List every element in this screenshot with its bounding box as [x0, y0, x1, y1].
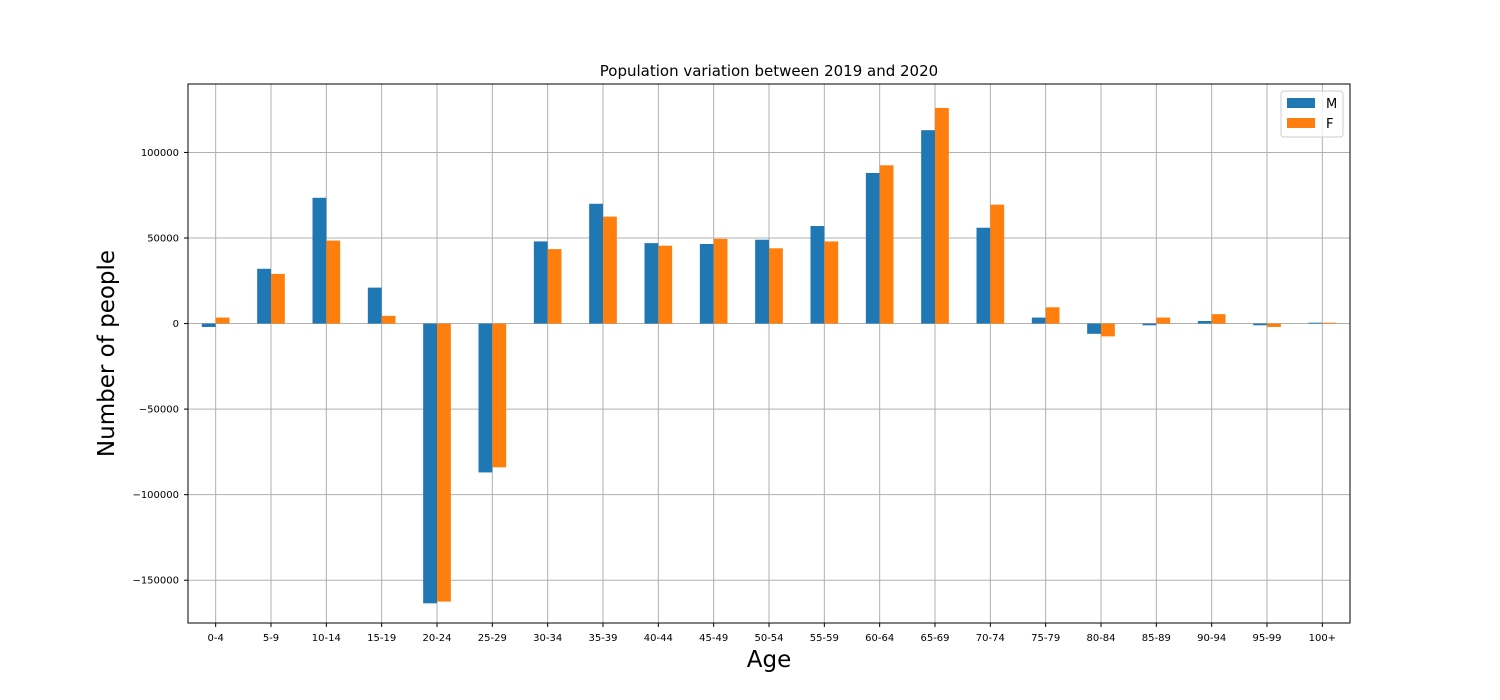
bar-f: [547, 249, 562, 324]
legend: M F: [1280, 90, 1344, 138]
y-tick-label: −150000: [132, 576, 179, 587]
bar-f: [492, 323, 507, 468]
bar-f: [381, 315, 396, 324]
bar-f: [1156, 317, 1171, 324]
bar-m: [1253, 323, 1267, 326]
bar-f: [769, 248, 783, 324]
x-axis-label: Age: [747, 647, 791, 673]
x-tick-label: 10-14: [312, 633, 341, 644]
bar-m: [201, 323, 216, 327]
y-tick-label: 50000: [147, 234, 179, 245]
bar-m: [589, 203, 603, 324]
x-tick-label: 60-64: [865, 633, 894, 644]
bar-m: [810, 226, 825, 324]
bar-m: [423, 323, 437, 604]
x-tick-label: 85-89: [1142, 633, 1171, 644]
bar-f: [658, 245, 673, 324]
y-axis-ticks: −150000 −100000 −50000 0 50000 100000: [132, 148, 188, 587]
bar-f: [824, 241, 839, 324]
x-axis-ticks: 0-4 5-9 10-14 15-19 20-24 25-29 30-34 35-39 40-4…: [207, 623, 1336, 644]
grid-lines: [188, 84, 1350, 623]
bar-m: [976, 227, 991, 324]
bar-f: [326, 240, 341, 324]
legend-label-m: M: [1326, 97, 1337, 112]
y-tick-label: −100000: [132, 490, 179, 501]
x-tick-label: 20-24: [422, 633, 451, 644]
legend-swatch-f: [1287, 118, 1315, 128]
bar-m: [312, 197, 327, 324]
y-tick-label: 100000: [141, 148, 179, 159]
bar-f: [990, 204, 1005, 324]
bar-m: [1087, 323, 1101, 334]
x-tick-label: 95-99: [1252, 633, 1281, 644]
bar-f: [1045, 307, 1060, 324]
bars: [201, 107, 1337, 604]
bar-f: [1101, 323, 1115, 337]
bar-m: [533, 241, 548, 324]
bar-f: [271, 273, 285, 324]
bar-m: [644, 243, 659, 324]
bar-f: [437, 323, 451, 602]
bar-f: [935, 107, 949, 324]
bar-f: [1267, 323, 1281, 327]
legend-swatch-m: [1287, 98, 1315, 108]
x-tick-label: 35-39: [588, 633, 617, 644]
bar-m: [1142, 323, 1157, 326]
x-tick-label: 65-69: [920, 633, 949, 644]
y-axis-label: Number of people: [94, 250, 120, 457]
x-tick-label: 90-94: [1197, 633, 1226, 644]
x-tick-label: 100+: [1309, 633, 1336, 644]
bar-m: [478, 323, 493, 473]
chart-title: Population variation between 2019 and 20…: [600, 62, 938, 80]
bar-m: [1197, 320, 1212, 324]
y-tick-label: −50000: [139, 405, 179, 416]
bar-f: [713, 238, 728, 324]
bar-f: [1211, 314, 1226, 324]
x-tick-label: 80-84: [1086, 633, 1115, 644]
bar-m: [755, 239, 769, 324]
x-tick-label: 40-44: [644, 633, 673, 644]
x-tick-label: 70-74: [976, 633, 1005, 644]
bar-m: [921, 130, 935, 324]
bar-f: [215, 317, 230, 324]
bar-m: [367, 287, 382, 324]
x-tick-label: 15-19: [367, 633, 396, 644]
x-tick-label: 55-59: [810, 633, 839, 644]
bar-f: [879, 165, 894, 324]
bar-f: [1322, 322, 1337, 324]
bar-m: [1031, 317, 1046, 324]
x-tick-label: 0-4: [207, 633, 223, 644]
bar-m: [865, 172, 880, 324]
bar-m: [257, 268, 271, 324]
legend-label-f: F: [1326, 117, 1333, 132]
bar-f: [603, 216, 617, 324]
y-tick-label: 0: [173, 319, 179, 330]
x-tick-label: 25-29: [478, 633, 507, 644]
x-tick-label: 75-79: [1031, 633, 1060, 644]
x-tick-label: 45-49: [699, 633, 728, 644]
bar-m: [699, 243, 714, 324]
x-tick-label: 50-54: [754, 633, 783, 644]
bar-m: [1308, 322, 1323, 324]
x-tick-label: 5-9: [263, 633, 279, 644]
x-tick-label: 30-34: [533, 633, 562, 644]
